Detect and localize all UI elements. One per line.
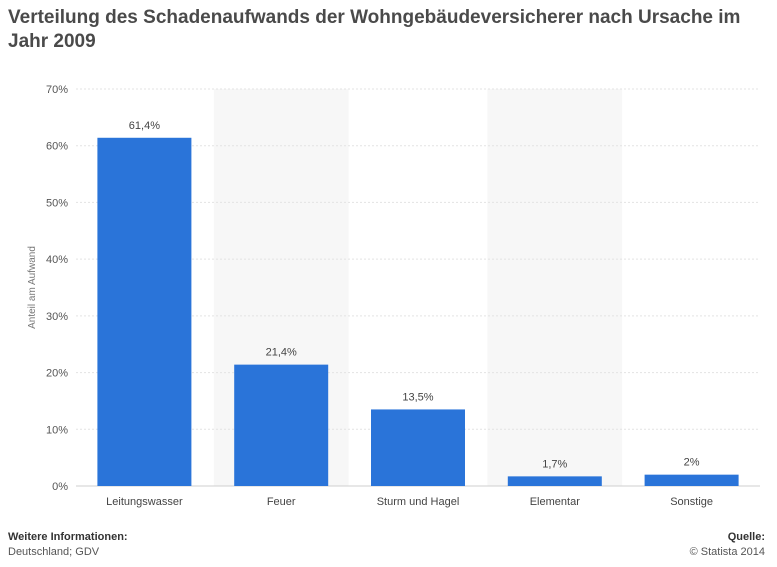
chart-title: Verteilung des Schadenaufwands der Wohng… (8, 7, 741, 52)
x-tick-label: Feuer (267, 496, 296, 508)
category-band (487, 89, 623, 486)
x-tick-label: Leitungswasser (106, 496, 183, 508)
bar (644, 474, 739, 486)
info-text: Deutschland; GDV (8, 546, 100, 558)
bar (507, 476, 602, 486)
x-tick-label: Sonstige (670, 496, 713, 508)
y-tick-label: 50% (46, 197, 68, 209)
y-tick-label: 30% (46, 311, 68, 323)
y-tick-label: 60% (46, 141, 68, 153)
info-heading: Weitere Informationen: (8, 531, 128, 543)
y-tick-label: 0% (52, 481, 68, 493)
data-label: 2% (684, 457, 700, 469)
footer-source: Quelle: © Statista 2014 (690, 530, 765, 560)
bar (97, 137, 192, 486)
source-heading: Quelle: (727, 531, 765, 543)
data-label: 13,5% (402, 391, 433, 403)
footer-info: Weitere Informationen: Deutschland; GDV (8, 530, 128, 560)
x-tick-label: Sturm und Hagel (377, 496, 460, 508)
bar (371, 409, 465, 486)
data-label: 1,7% (542, 458, 567, 470)
bar (234, 364, 329, 486)
y-axis-label: Anteil am Aufwand (27, 246, 38, 329)
data-label: 21,4% (266, 347, 297, 359)
y-tick-label: 70% (46, 84, 68, 96)
data-label: 61,4% (129, 120, 160, 132)
x-tick-label: Elementar (530, 496, 580, 508)
source-text[interactable]: © Statista 2014 (689, 546, 765, 558)
y-tick-label: 40% (46, 254, 68, 266)
y-tick-label: 20% (46, 368, 68, 380)
y-tick-label: 10% (46, 424, 68, 436)
